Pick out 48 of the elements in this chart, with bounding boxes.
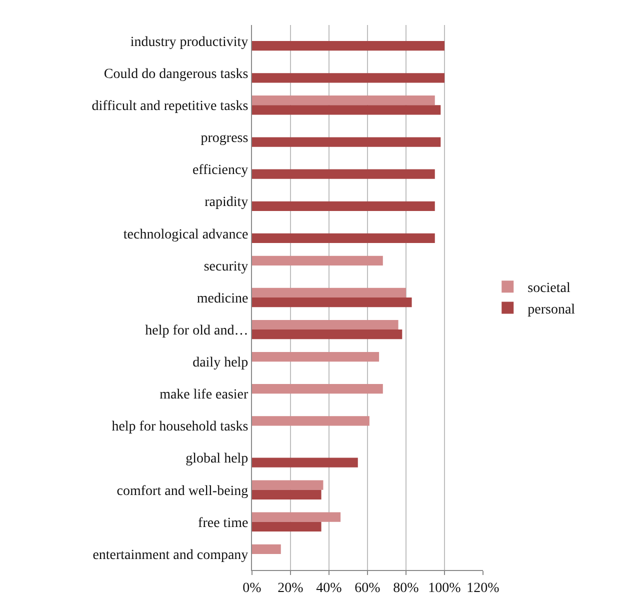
y-tick-label: industry productivity [130, 34, 248, 50]
y-tick-label: daily help [192, 356, 248, 371]
bar [252, 512, 341, 522]
bar [252, 137, 441, 147]
bar [252, 288, 406, 298]
bar [252, 96, 435, 106]
bar [252, 352, 380, 362]
y-tick-label: efficiency [192, 163, 248, 178]
bar [252, 41, 444, 51]
bar [252, 544, 281, 554]
y-tick-label: progress [200, 131, 248, 146]
bar [252, 522, 322, 532]
x-tick-label: 60% [354, 580, 381, 596]
y-tick-label: help for household tasks [112, 420, 248, 435]
y-tick-label: comfort and well-being [116, 484, 248, 499]
x-tick-label: 100% [428, 580, 462, 596]
bar [252, 384, 383, 394]
x-tick-label: 120% [466, 580, 500, 596]
y-tick-label: rapidity [204, 195, 248, 210]
x-tick-label: 40% [316, 580, 342, 596]
y-tick-label: entertainment and company [92, 548, 248, 563]
y-tick-label: global help [186, 452, 248, 467]
bar [252, 416, 370, 426]
y-tick-label: make life easier [160, 388, 249, 403]
y-tick-label: Could do dangerous tasks [104, 66, 248, 82]
y-tick-label: free time [198, 516, 248, 531]
bar [252, 480, 324, 490]
y-tick-label: technological advance [123, 227, 248, 242]
x-tick-label: 80% [393, 580, 420, 596]
bar [252, 73, 444, 83]
legend-label: societal [528, 281, 570, 296]
legend-label: personal [528, 302, 576, 318]
bar [252, 201, 435, 211]
bar [252, 458, 358, 468]
bar [252, 233, 435, 243]
y-tick-label: difficult and repetitive tasks [92, 99, 248, 114]
bar [252, 256, 383, 266]
y-tick-label: security [204, 259, 248, 274]
x-tick-label: 20% [278, 580, 304, 596]
y-tick-label: medicine [196, 291, 248, 306]
bar [252, 105, 441, 115]
y-tick-label: help for old and… [145, 323, 248, 338]
x-tick-label: 0% [242, 580, 262, 596]
bar [252, 490, 322, 500]
bar [252, 320, 398, 330]
bar [252, 169, 435, 179]
bar [252, 298, 412, 308]
bar [252, 330, 402, 340]
